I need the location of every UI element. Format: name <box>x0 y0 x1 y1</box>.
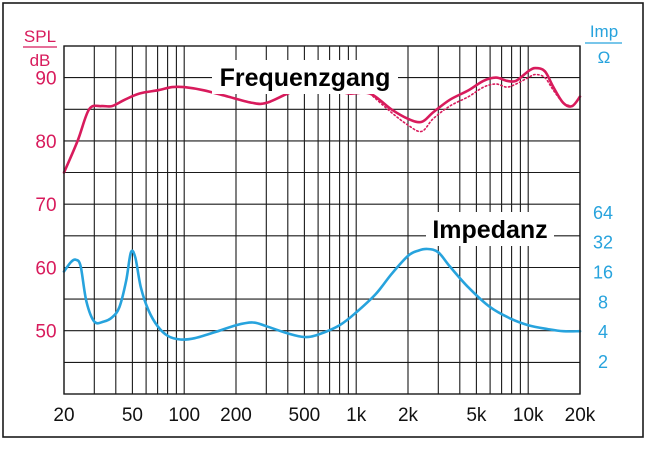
right-axis-tick-label: 16 <box>593 263 613 283</box>
right-axis-tick-label: 2 <box>598 352 608 372</box>
right-axis-unit-bottom: Ω <box>598 48 611 67</box>
left-axis-tick-label: 60 <box>35 259 56 280</box>
left-axis-tick-label: 80 <box>35 132 56 153</box>
left-axis-tick-label: 70 <box>35 195 56 216</box>
x-axis-tick-label: 50 <box>122 405 143 426</box>
left-axis-ticks: 50 60 70 80 90 <box>35 69 56 343</box>
frequenzgang-label-background <box>212 60 398 94</box>
plot-frame <box>63 45 581 395</box>
left-axis-tick-label: 50 <box>35 322 56 343</box>
left-axis-tick-label: 90 <box>35 69 56 90</box>
x-axis-tick-label: 200 <box>220 405 252 426</box>
impedanz-label-background <box>426 212 554 246</box>
x-axis-tick-label: 100 <box>168 405 200 426</box>
left-axis-unit-bottom: dB <box>30 51 51 70</box>
right-axis-ticks: 2 4 8 16 32 64 <box>593 203 613 372</box>
impedanz-label: Impedanz <box>432 216 547 244</box>
x-axis-ticks: 20 50 100 200 500 1k 2k 5k 10k 20k <box>53 405 595 426</box>
right-axis-tick-label: 32 <box>593 233 613 253</box>
right-axis-tick-label: 64 <box>593 203 613 223</box>
x-axis-tick-label: 1k <box>346 405 367 426</box>
x-axis-tick-label: 10k <box>513 405 544 426</box>
x-axis-tick-label: 500 <box>289 405 321 426</box>
left-axis-unit-top: SPL <box>24 27 56 46</box>
x-axis-tick-label: 2k <box>398 405 419 426</box>
frequency-response-curve-dotted <box>369 73 573 133</box>
x-axis-tick-label: 5k <box>466 405 487 426</box>
right-axis-tick-label: 4 <box>598 322 608 342</box>
x-axis-tick-label: 20k <box>565 405 596 426</box>
x-axis-tick-label: 20 <box>53 405 74 426</box>
right-axis-tick-label: 8 <box>598 292 608 312</box>
frequenzgang-label: Frequenzgang <box>220 64 391 92</box>
right-axis-unit-top: Imp <box>590 22 618 41</box>
outer-frame <box>2 2 644 438</box>
impedance-curve <box>62 247 582 341</box>
